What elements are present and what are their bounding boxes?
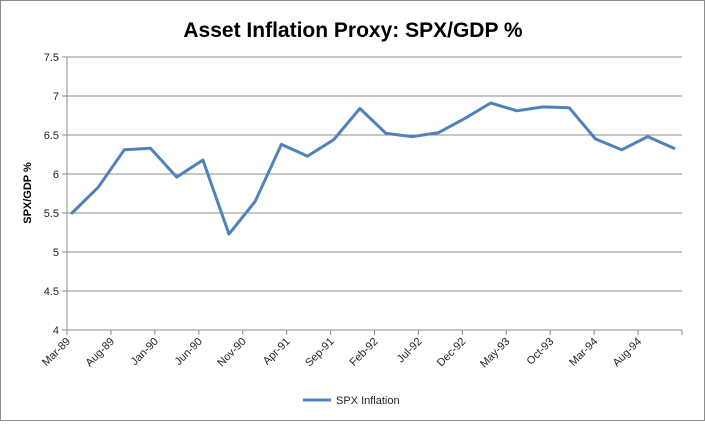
data-point bbox=[620, 148, 623, 151]
x-tick-label: Jan-90 bbox=[129, 336, 161, 368]
series-layer bbox=[70, 101, 676, 236]
x-tick-label: Oct-93 bbox=[525, 336, 557, 368]
x-tick-label: Jun-90 bbox=[173, 336, 205, 368]
gridlines bbox=[62, 56, 682, 331]
data-point bbox=[411, 135, 414, 138]
axes bbox=[66, 57, 683, 335]
x-tick-label: Jul-92 bbox=[395, 336, 425, 366]
data-point bbox=[228, 233, 231, 236]
x-tick-label: Apr-91 bbox=[261, 336, 293, 368]
data-point bbox=[594, 137, 597, 140]
y-tick-label: 7.5 bbox=[44, 52, 59, 64]
y-axis-label: SPX/GDP % bbox=[22, 162, 34, 224]
data-point bbox=[71, 212, 74, 215]
data-point bbox=[201, 158, 204, 161]
data-point bbox=[542, 105, 545, 108]
legend-label-spx-inflation: SPX Inflation bbox=[336, 395, 400, 407]
data-point bbox=[515, 109, 518, 112]
data-point bbox=[280, 143, 283, 146]
x-tick-labels: Mar-89 Aug-89 Jan-90 Jun-90 Nov-90 Apr-91 Sep-… bbox=[40, 336, 644, 370]
data-point bbox=[358, 107, 361, 110]
y-tick-labels: 4 4.5 5 5.5 6 6.5 7 7.5 bbox=[44, 52, 59, 337]
y-tick-label: 4 bbox=[53, 325, 59, 337]
data-point bbox=[489, 102, 492, 105]
data-point bbox=[568, 106, 571, 109]
x-tick-label: Dec-92 bbox=[435, 336, 469, 370]
x-tick-label: Sep-91 bbox=[303, 336, 337, 370]
y-tick-label: 6.5 bbox=[44, 130, 59, 142]
x-tick-label: Mar-94 bbox=[567, 336, 600, 369]
legend: SPX Inflation bbox=[303, 395, 400, 407]
data-point bbox=[97, 186, 100, 189]
data-point bbox=[306, 155, 309, 158]
data-point bbox=[123, 148, 126, 151]
data-point bbox=[672, 147, 675, 150]
chart-title: Asset Inflation Proxy: SPX/GDP % bbox=[183, 19, 523, 42]
data-point bbox=[175, 176, 178, 179]
data-point bbox=[254, 200, 257, 203]
x-tick-label: May-93 bbox=[478, 336, 512, 370]
y-tick-label: 4.5 bbox=[44, 286, 59, 298]
y-tick-label: 5 bbox=[53, 247, 59, 259]
data-point bbox=[646, 135, 649, 138]
y-tick-label: 6 bbox=[53, 169, 59, 181]
x-tick-label: Aug-94 bbox=[611, 336, 645, 370]
data-point bbox=[149, 147, 152, 150]
series-line-spx-inflation bbox=[70, 101, 676, 236]
x-tick-label: Nov-90 bbox=[215, 336, 249, 370]
y-tick-label: 7 bbox=[53, 91, 59, 103]
data-point bbox=[437, 131, 440, 134]
x-tick-label: Feb-92 bbox=[347, 336, 380, 369]
x-tick-label: Mar-89 bbox=[40, 336, 73, 369]
x-tick-label: Aug-89 bbox=[83, 336, 117, 370]
y-tick-label: 5.5 bbox=[44, 208, 59, 220]
data-point bbox=[385, 132, 388, 135]
data-point bbox=[463, 117, 466, 120]
data-point bbox=[332, 138, 335, 141]
